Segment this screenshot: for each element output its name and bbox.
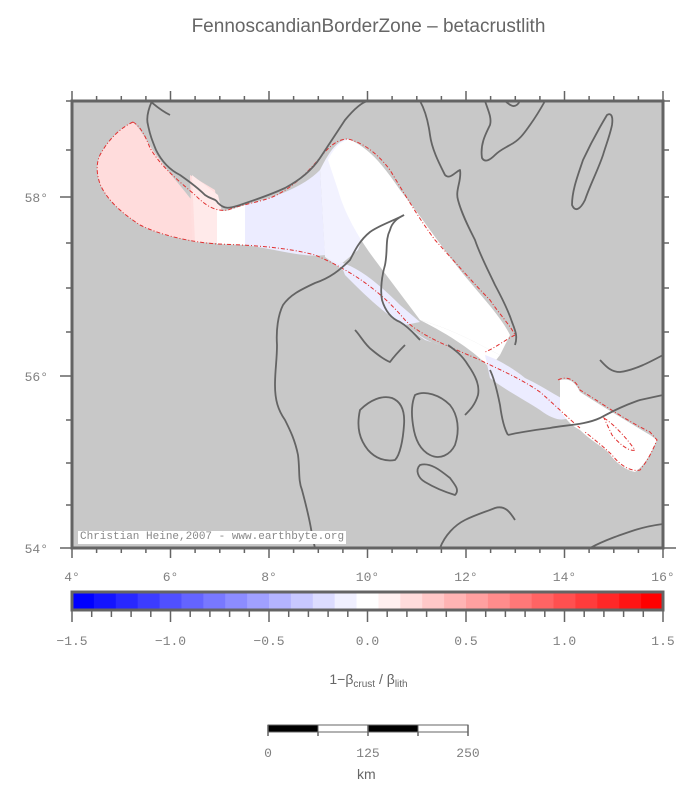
colorbar-cell <box>575 592 598 610</box>
colorbar-cell <box>422 592 445 610</box>
colorbar-label: −1.0 <box>155 634 186 649</box>
colorbar-title: 1−βcrust / βlith <box>0 671 697 690</box>
coastlines <box>146 100 664 549</box>
colorbar-label: 1.0 <box>553 634 576 649</box>
lat-labels: 58° 56° 54° <box>25 191 48 557</box>
data-region-west-lobe <box>97 122 222 243</box>
colorbar-cell <box>115 592 139 610</box>
colorbar-title-sub1: crust <box>353 679 376 690</box>
lat-label: 56° <box>25 370 48 385</box>
bottom-ticks <box>71 547 676 558</box>
data-region-skagerrak <box>217 139 510 368</box>
lon-label: 12° <box>454 570 477 585</box>
colorbar-cell <box>159 592 182 610</box>
colorbar-cell <box>203 592 226 610</box>
colorbar-cell <box>531 592 555 610</box>
lat-label: 54° <box>25 542 48 557</box>
colorbar-cell <box>312 592 336 610</box>
colorbar-cell <box>72 592 95 610</box>
lon-labels: 4° 6° 8° 10° 12° 14° 16° <box>64 570 675 585</box>
left-ticks <box>60 100 72 549</box>
data-region-baltic <box>485 355 657 472</box>
colorbar-cell <box>356 592 379 610</box>
colorbar-label: 1.5 <box>651 634 674 649</box>
colorbar-cell <box>137 592 161 610</box>
lat-label: 58° <box>25 191 48 206</box>
scale-unit: km <box>357 766 376 782</box>
credit-label: Christian Heine,2007 - www.earthbyte.org <box>78 531 347 544</box>
colorbar-label: −1.5 <box>56 634 87 649</box>
right-ticks <box>663 149 669 506</box>
scale-label: 125 <box>356 746 379 761</box>
colorbar-title-prefix: 1−β <box>329 671 354 687</box>
scale-label: 0 <box>264 746 272 761</box>
colorbar <box>72 592 664 610</box>
scale-label: 250 <box>456 746 479 761</box>
lon-label: 14° <box>553 570 576 585</box>
colorbar-cell <box>553 592 576 610</box>
lon-label: 16° <box>651 570 674 585</box>
colorbar-cell <box>619 592 642 610</box>
colorbar-cell <box>444 592 467 610</box>
colorbar-cell <box>509 592 533 610</box>
colorbar-cell <box>378 592 401 610</box>
colorbar-label: 0.0 <box>356 634 379 649</box>
colorbar-ticks <box>71 610 664 622</box>
lon-label: 6° <box>163 570 179 585</box>
lon-label: 4° <box>64 570 80 585</box>
colorbar-cell <box>400 592 423 610</box>
colorbar-label: −0.5 <box>253 634 284 649</box>
colorbar-cell <box>487 592 511 610</box>
colorbar-cell <box>93 592 117 610</box>
colorbar-cell <box>334 592 358 610</box>
colorbar-cell <box>247 592 270 610</box>
colorbar-title-mid: / β <box>375 671 395 687</box>
top-ticks <box>71 91 670 102</box>
colorbar-cell <box>597 592 620 610</box>
scale-bar: 0 125 250 <box>264 724 480 761</box>
colorbar-cell <box>269 592 292 610</box>
colorbar-cell <box>466 592 489 610</box>
lon-label: 10° <box>356 570 379 585</box>
map-title: FennoscandianBorderZone – betacrustlith <box>191 16 546 37</box>
colorbar-cell <box>225 592 248 610</box>
lon-label: 8° <box>261 570 277 585</box>
colorbar-cell <box>641 592 664 610</box>
colorbar-title-sub2: lith <box>394 679 408 690</box>
colorbar-cell <box>290 592 314 610</box>
colorbar-labels: −1.5 −1.0 −0.5 0.0 0.5 1.0 1.5 <box>56 634 674 649</box>
colorbar-label: 0.5 <box>454 634 477 649</box>
colorbar-cell <box>181 592 204 610</box>
